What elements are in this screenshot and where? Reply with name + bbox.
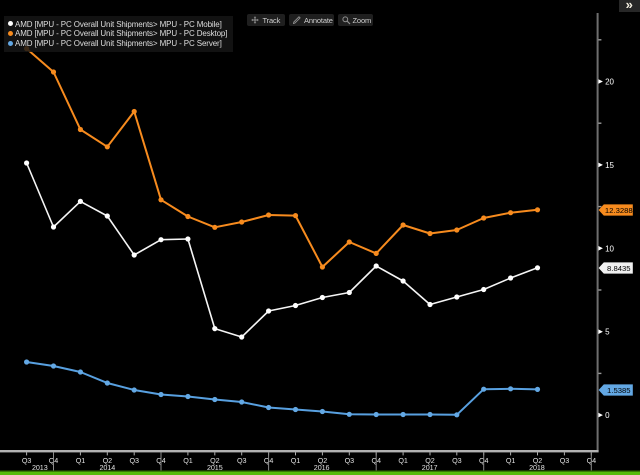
svg-text:15: 15 bbox=[605, 161, 614, 170]
svg-text:Q3: Q3 bbox=[22, 456, 31, 465]
svg-text:1.5385: 1.5385 bbox=[607, 386, 631, 395]
svg-text:0: 0 bbox=[605, 411, 610, 420]
svg-text:Q1: Q1 bbox=[291, 456, 300, 465]
svg-text:Q3: Q3 bbox=[130, 456, 139, 465]
svg-text:Q2: Q2 bbox=[318, 456, 327, 465]
svg-text:5: 5 bbox=[605, 328, 610, 337]
svg-text:Q2: Q2 bbox=[425, 456, 434, 465]
svg-text:Q3: Q3 bbox=[345, 456, 354, 465]
svg-text:Q2: Q2 bbox=[533, 456, 542, 465]
svg-text:Q3: Q3 bbox=[237, 456, 246, 465]
svg-text:10: 10 bbox=[605, 244, 614, 253]
svg-text:Q2: Q2 bbox=[210, 456, 219, 465]
svg-text:12.3288: 12.3288 bbox=[605, 206, 633, 215]
svg-text:2015: 2015 bbox=[207, 463, 223, 472]
svg-text:2017: 2017 bbox=[422, 463, 438, 472]
svg-text:Q1: Q1 bbox=[183, 456, 192, 465]
svg-text:2014: 2014 bbox=[100, 463, 116, 472]
svg-text:Q3: Q3 bbox=[452, 456, 461, 465]
svg-text:20: 20 bbox=[605, 78, 614, 87]
svg-text:Q1: Q1 bbox=[76, 456, 85, 465]
svg-text:Q2: Q2 bbox=[103, 456, 112, 465]
svg-text:2016: 2016 bbox=[314, 463, 330, 472]
svg-text:2013: 2013 bbox=[32, 463, 48, 472]
svg-text:Q1: Q1 bbox=[506, 456, 515, 465]
svg-text:Q1: Q1 bbox=[398, 456, 407, 465]
svg-text:Q3: Q3 bbox=[560, 456, 569, 465]
svg-text:2018: 2018 bbox=[529, 463, 545, 472]
svg-text:8.8435: 8.8435 bbox=[607, 264, 631, 273]
